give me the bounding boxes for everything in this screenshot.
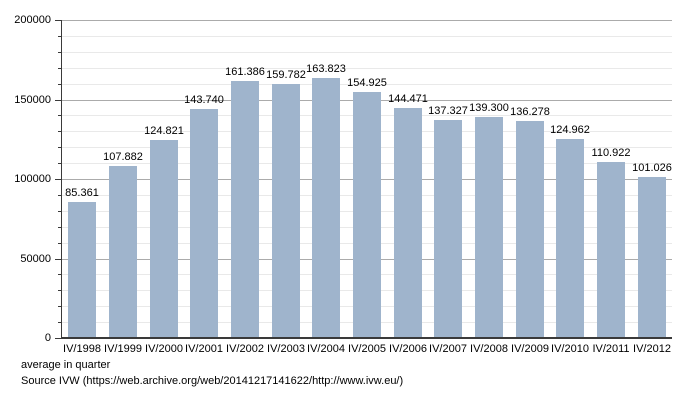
x-axis-line	[61, 337, 672, 339]
footer-source: Source IVW (https://web.archive.org/web/…	[21, 375, 404, 387]
y-axis-tick	[58, 36, 62, 37]
y-axis-tick	[55, 20, 62, 21]
y-axis-tick	[55, 259, 62, 260]
gridline-minor	[62, 36, 672, 37]
bar-value-label: 124.821	[144, 125, 184, 137]
bar	[597, 162, 625, 338]
bar	[353, 92, 381, 338]
y-axis-tick	[58, 306, 62, 307]
bar-value-label: 136.278	[510, 106, 550, 118]
bar-value-label: 110.922	[591, 147, 631, 159]
y-axis-tick	[55, 100, 62, 101]
y-axis-tick	[58, 195, 62, 196]
bar-value-label: 154.925	[347, 77, 387, 89]
y-axis-tick	[58, 227, 62, 228]
x-tick-label: IV/2012	[633, 343, 671, 355]
bar	[638, 177, 666, 338]
x-tick-label: IV/2009	[511, 343, 549, 355]
x-tick-label: IV/1998	[63, 343, 101, 355]
y-axis-tick	[58, 274, 62, 275]
y-axis-tick	[58, 115, 62, 116]
bar	[190, 109, 218, 338]
bar	[231, 81, 259, 338]
y-axis-tick	[58, 84, 62, 85]
bar	[109, 166, 137, 338]
plot-area: 0 50000 100000 150000 200000 85.361 IV/1998 107…	[14, 14, 672, 355]
gridline-minor	[62, 52, 672, 53]
y-axis-tick	[58, 131, 62, 132]
bar-value-label: 161.386	[225, 66, 265, 78]
x-tick-label: IV/2006	[389, 343, 427, 355]
x-tick-label: IV/2003	[267, 343, 305, 355]
y-axis-tick	[55, 179, 62, 180]
bar-value-label: 143.740	[184, 94, 224, 106]
x-tick-label: IV/2001	[185, 343, 223, 355]
y-tick-label: 100000	[14, 173, 51, 185]
bar	[434, 120, 462, 338]
bar	[150, 140, 178, 338]
y-axis-tick	[58, 243, 62, 244]
x-tick-label: IV/1999	[104, 343, 142, 355]
x-tick-label: IV/2000	[145, 343, 183, 355]
y-tick-label: 150000	[14, 94, 51, 106]
bar-value-label: 159.782	[266, 69, 306, 81]
y-tick-label: 0	[44, 332, 51, 344]
x-tick-label: IV/2007	[429, 343, 467, 355]
bar-value-label: 139.300	[469, 102, 509, 114]
y-tick-label: 50000	[20, 253, 51, 265]
y-axis-tick	[58, 147, 62, 148]
y-axis-tick	[58, 68, 62, 69]
bar	[312, 78, 340, 338]
y-axis-tick	[58, 290, 62, 291]
y-axis-tick	[58, 211, 62, 212]
x-tick-label: IV/2011	[592, 343, 630, 355]
bar-value-label: 163.823	[306, 63, 346, 75]
bar-value-label: 85.361	[65, 187, 99, 199]
gridline-major	[62, 20, 672, 21]
gridline-minor	[62, 68, 672, 69]
footer-note: average in quarter	[21, 359, 111, 371]
bar-value-label: 144.471	[388, 93, 428, 105]
x-tick-label: IV/2005	[348, 343, 386, 355]
bar	[394, 108, 422, 338]
x-tick-label: IV/2002	[226, 343, 264, 355]
bar-value-label: 124.962	[550, 124, 590, 136]
x-tick-label: IV/2010	[551, 343, 589, 355]
bar	[556, 139, 584, 338]
bar	[475, 117, 503, 338]
y-axis-tick	[58, 52, 62, 53]
bar-value-label: 101.026	[632, 162, 672, 174]
bar-value-label: 107.882	[103, 151, 143, 163]
y-axis-tick	[58, 163, 62, 164]
y-axis-tick	[58, 322, 62, 323]
bar-value-label: 137.327	[428, 105, 468, 117]
x-tick-label: IV/2008	[470, 343, 508, 355]
x-tick-label: IV/2004	[307, 343, 345, 355]
bar	[68, 202, 96, 338]
bar	[516, 121, 544, 338]
y-axis-tick	[55, 338, 62, 339]
bar	[272, 84, 300, 338]
y-tick-label: 200000	[14, 14, 51, 26]
gridline-minor	[62, 84, 672, 85]
